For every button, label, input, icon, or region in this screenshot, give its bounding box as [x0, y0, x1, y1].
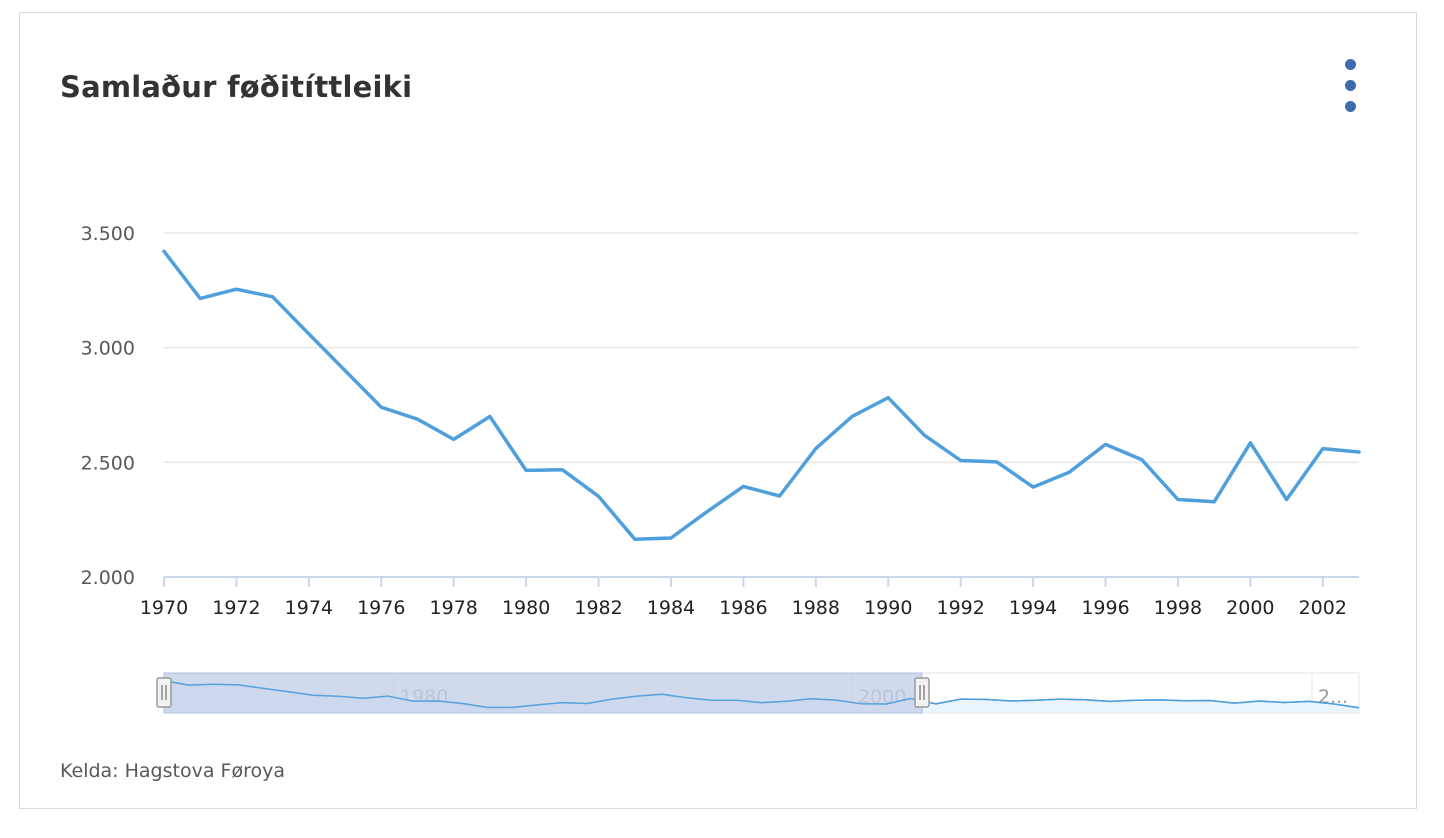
x-tick-label: 1988 — [792, 597, 840, 619]
x-tick-label: 1978 — [430, 597, 478, 619]
x-tick-label: 1982 — [574, 597, 622, 619]
data-point[interactable] — [737, 480, 749, 492]
y-tick-label: 3.000 — [81, 338, 135, 360]
x-tick-label: 1972 — [212, 597, 260, 619]
x-axis: 1970 1972 1974 1976 1978 1980 1982 1984 1986 1988… — [140, 576, 1359, 619]
data-point[interactable] — [1281, 493, 1293, 505]
chart-title: Samlaður føðitíttleiki — [60, 70, 413, 104]
data-point[interactable] — [230, 283, 242, 295]
data-point[interactable] — [1244, 437, 1256, 449]
data-point[interactable] — [267, 291, 279, 303]
data-point[interactable] — [1027, 481, 1039, 493]
data-point[interactable] — [774, 490, 786, 502]
data-point[interactable] — [1317, 443, 1329, 455]
y-tick-label: 3.500 — [81, 223, 135, 245]
x-tick-label: 1992 — [936, 597, 984, 619]
data-point[interactable] — [556, 464, 568, 476]
y-axis: 2.000 2.500 3.000 3.500 — [81, 223, 135, 589]
x-tick-label: 1986 — [719, 597, 767, 619]
kebab-menu-icon — [1345, 59, 1356, 70]
navigator-left-handle[interactable] — [156, 677, 172, 708]
kebab-menu-icon — [1345, 80, 1356, 91]
data-point[interactable] — [520, 464, 532, 476]
data-point[interactable] — [955, 454, 967, 466]
x-tick-label: 1996 — [1081, 597, 1129, 619]
data-point[interactable] — [1172, 493, 1184, 505]
navigator-series-line — [163, 679, 1360, 709]
data-point[interactable] — [339, 365, 351, 377]
navigator-selected-range[interactable] — [163, 672, 923, 714]
data-point[interactable] — [194, 292, 206, 304]
x-tick-label: 1974 — [285, 597, 333, 619]
data-point[interactable] — [303, 328, 315, 340]
x-tick-label: 1998 — [1154, 597, 1202, 619]
data-point[interactable] — [918, 429, 930, 441]
data-point[interactable] — [1208, 496, 1220, 508]
grid-lines — [164, 232, 1359, 464]
y-tick-label: 2.500 — [81, 452, 135, 474]
kebab-menu-icon — [1345, 101, 1356, 112]
data-point[interactable] — [701, 506, 713, 518]
data-point[interactable] — [882, 392, 894, 404]
data-point[interactable] — [1100, 438, 1112, 450]
navigator[interactable]: 198020002... — [156, 672, 1360, 714]
data-point[interactable] — [484, 410, 496, 422]
plot-area — [158, 245, 1365, 545]
data-point[interactable] — [411, 413, 423, 425]
x-tick-label: 1984 — [647, 597, 695, 619]
y-tick-label: 2.000 — [81, 567, 135, 589]
data-point[interactable] — [665, 532, 677, 544]
data-point[interactable] — [1063, 466, 1075, 478]
data-point[interactable] — [448, 433, 460, 445]
x-tick-label: 1990 — [864, 597, 912, 619]
data-point[interactable] — [375, 401, 387, 413]
data-point[interactable] — [846, 410, 858, 422]
source-credit: Kelda: Hagstova Føroya — [60, 760, 285, 782]
x-tick-label: 1980 — [502, 597, 550, 619]
x-tick-label: 1976 — [357, 597, 405, 619]
data-point[interactable] — [991, 456, 1003, 468]
x-tick-label: 2002 — [1299, 597, 1347, 619]
data-point[interactable] — [629, 533, 641, 545]
x-tick-label: 1994 — [1009, 597, 1057, 619]
data-point[interactable] — [158, 245, 170, 257]
series-line — [162, 249, 1361, 541]
data-point[interactable] — [1136, 454, 1148, 466]
data-point[interactable] — [593, 490, 605, 502]
data-point[interactable] — [1353, 446, 1365, 458]
navigator-right-handle[interactable] — [914, 677, 930, 708]
chart-context-menu-button[interactable] — [1336, 55, 1366, 121]
x-tick-label: 2000 — [1226, 597, 1274, 619]
x-tick-label: 1970 — [140, 597, 188, 619]
data-point[interactable] — [810, 443, 822, 455]
